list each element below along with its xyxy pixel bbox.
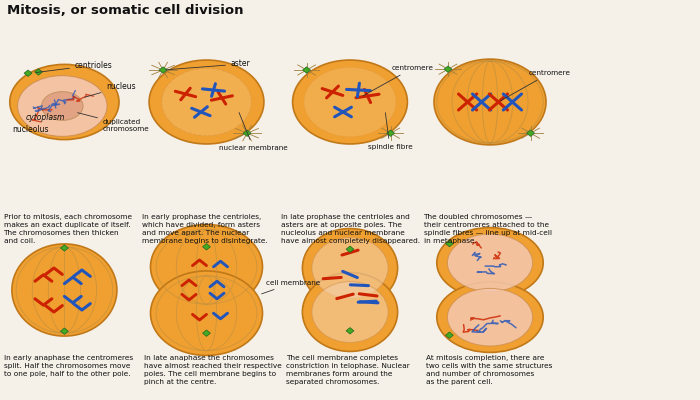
Polygon shape: [202, 244, 211, 250]
Polygon shape: [159, 67, 167, 73]
Ellipse shape: [434, 59, 546, 145]
Ellipse shape: [10, 64, 119, 140]
Ellipse shape: [18, 76, 107, 136]
Text: nucleolus: nucleolus: [12, 125, 48, 134]
Text: centromere: centromere: [363, 65, 434, 96]
Polygon shape: [60, 328, 69, 334]
Ellipse shape: [304, 67, 396, 137]
Ellipse shape: [293, 60, 407, 144]
Text: At mitosis completion, there are
two cells with the same structures
and number o: At mitosis completion, there are two cel…: [426, 355, 552, 385]
Text: nucleus: nucleus: [85, 82, 136, 97]
Polygon shape: [346, 328, 354, 334]
Ellipse shape: [12, 244, 117, 336]
Ellipse shape: [312, 238, 388, 298]
Text: Prior to mitosis, each chromosome
makes an exact duplicate of itself.
The chromo: Prior to mitosis, each chromosome makes …: [4, 214, 132, 244]
Ellipse shape: [302, 272, 398, 352]
Polygon shape: [445, 332, 454, 338]
Text: In early prophase the centrioles,
which have divided, form asters
and move apart: In early prophase the centrioles, which …: [142, 214, 268, 244]
Text: cytoplasm: cytoplasm: [26, 114, 65, 122]
Text: nuclear membrane: nuclear membrane: [219, 112, 288, 151]
Polygon shape: [445, 240, 454, 247]
Polygon shape: [302, 67, 311, 73]
Text: In late anaphase the chromosomes
have almost reached their respective
poles. The: In late anaphase the chromosomes have al…: [144, 355, 281, 385]
Text: centromere: centromere: [500, 70, 570, 101]
Text: The cell membrane completes
constriction in telophase. Nuclear
membranes form ar: The cell membrane completes constriction…: [286, 355, 409, 385]
Text: The doubled chromosomes —
their centromeres attached to the
spindle fibres — lin: The doubled chromosomes — their centrome…: [424, 214, 552, 244]
Ellipse shape: [437, 282, 543, 352]
Text: centrioles: centrioles: [36, 61, 113, 72]
Text: aster: aster: [166, 60, 251, 70]
Polygon shape: [386, 130, 395, 136]
Ellipse shape: [447, 288, 533, 346]
Ellipse shape: [41, 92, 83, 120]
Ellipse shape: [150, 224, 262, 309]
Ellipse shape: [150, 271, 262, 356]
Polygon shape: [526, 130, 535, 136]
Text: spindle fibre: spindle fibre: [368, 113, 412, 150]
Polygon shape: [34, 69, 43, 75]
Ellipse shape: [149, 60, 264, 144]
Polygon shape: [243, 130, 251, 136]
Text: duplicated
chromosome: duplicated chromosome: [78, 113, 150, 132]
Ellipse shape: [162, 68, 251, 136]
Polygon shape: [444, 66, 452, 72]
Polygon shape: [24, 70, 32, 76]
Text: Mitosis, or somatic cell division: Mitosis, or somatic cell division: [7, 4, 244, 17]
Polygon shape: [60, 245, 69, 251]
Ellipse shape: [447, 234, 533, 292]
Text: In early anaphase the centromeres
split. Half the chromosomes move
to one pole, : In early anaphase the centromeres split.…: [4, 355, 132, 377]
Text: cell membrane: cell membrane: [262, 280, 321, 294]
Polygon shape: [202, 330, 211, 336]
Polygon shape: [346, 246, 354, 252]
Text: In late prophase the centrioles and
asters are at opposite poles. The
nucleolus : In late prophase the centrioles and aste…: [281, 214, 421, 244]
Ellipse shape: [312, 282, 388, 342]
Ellipse shape: [302, 228, 398, 308]
Ellipse shape: [437, 228, 543, 298]
